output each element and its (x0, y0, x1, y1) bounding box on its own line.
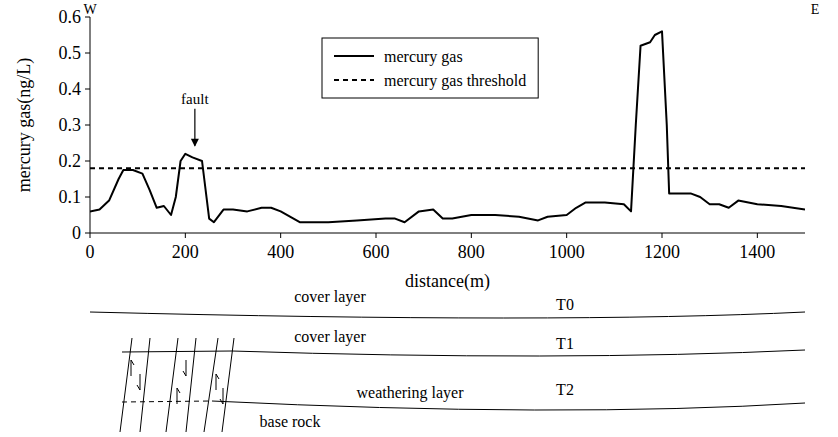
x-axis-title: distance(m) (405, 271, 490, 292)
series-line (90, 31, 805, 222)
y-tick-label: 0.1 (59, 187, 82, 207)
fault-arrow (183, 360, 186, 376)
y-tick (85, 233, 90, 234)
horizon-label: T0 (556, 296, 574, 313)
fault-arrow (216, 374, 219, 390)
horizon-t0 (90, 312, 805, 318)
y-tick (85, 17, 90, 18)
y-tick-label: 0 (72, 223, 81, 243)
y-tick-label: 0.5 (59, 43, 82, 63)
y-tick-label: 0.6 (59, 7, 82, 27)
y-tick-label: 0.4 (59, 79, 82, 99)
layer-label: cover layer (294, 288, 366, 306)
x-tick (757, 233, 758, 238)
y-tick (85, 161, 90, 162)
layer-label: weathering layer (356, 384, 464, 402)
x-tick-label: 1400 (739, 242, 775, 262)
x-tick (471, 233, 472, 238)
x-tick (280, 233, 281, 238)
fault-line (186, 338, 196, 432)
y-tick (85, 125, 90, 126)
layer-label: cover layer (294, 328, 366, 346)
horizon-label: T1 (556, 335, 574, 352)
horizon-label: T2 (556, 381, 574, 398)
x-tick-label: 1200 (644, 242, 680, 262)
direction-west: W (83, 2, 97, 17)
y-tick (85, 89, 90, 90)
legend-label: mercury gas (384, 48, 463, 66)
chart-root: W E 0 0.1 0.2 0.3 0.4 0.5 0.6 0 200 400 600 800 1000 12… (0, 0, 838, 437)
y-tick-label: 0.3 (59, 115, 82, 135)
annotation-text: fault (181, 91, 209, 107)
fault-arrow (137, 374, 140, 390)
x-tick-label: 1000 (549, 242, 585, 262)
fault-line (166, 338, 178, 432)
y-tick-label: 0.2 (59, 151, 82, 171)
x-tick-label: 400 (267, 242, 294, 262)
x-tick-label: 0 (86, 242, 95, 262)
y-tick (85, 53, 90, 54)
annotation-arrowhead (191, 139, 199, 147)
x-tick-label: 600 (363, 242, 390, 262)
x-tick (90, 233, 91, 238)
fault-arrow (131, 360, 134, 376)
base-label: base rock (260, 413, 321, 430)
fault-line (140, 338, 150, 432)
legend-swatch (334, 79, 374, 81)
x-tick-label: 200 (172, 242, 199, 262)
fault-line (120, 338, 132, 432)
x-tick (662, 233, 663, 238)
direction-east: E (811, 2, 820, 17)
series-group (90, 31, 805, 222)
horizon-t1 (232, 350, 805, 356)
legend: mercury gas mercury gas threshold (322, 38, 538, 98)
legend-swatch (334, 55, 374, 57)
cross-section: cover layer T0 cover layer T1 weathering lay… (90, 288, 805, 432)
x-axis (90, 233, 805, 234)
series-line (90, 167, 805, 169)
fault-arrow (177, 388, 180, 404)
x-tick (185, 233, 186, 238)
horizon-t2-faulted (122, 401, 212, 402)
legend-box (322, 38, 538, 98)
legend-label: mercury gas threshold (384, 72, 526, 90)
x-tick (566, 233, 567, 238)
x-tick-label: 800 (458, 242, 485, 262)
fault-line (222, 338, 234, 432)
horizon-t2 (212, 401, 805, 410)
y-axis-title: mercury gas(ng/L) (14, 58, 35, 192)
fault-line (204, 338, 218, 432)
x-tick (376, 233, 377, 238)
fault-arrow (220, 388, 223, 404)
y-tick (85, 197, 90, 198)
